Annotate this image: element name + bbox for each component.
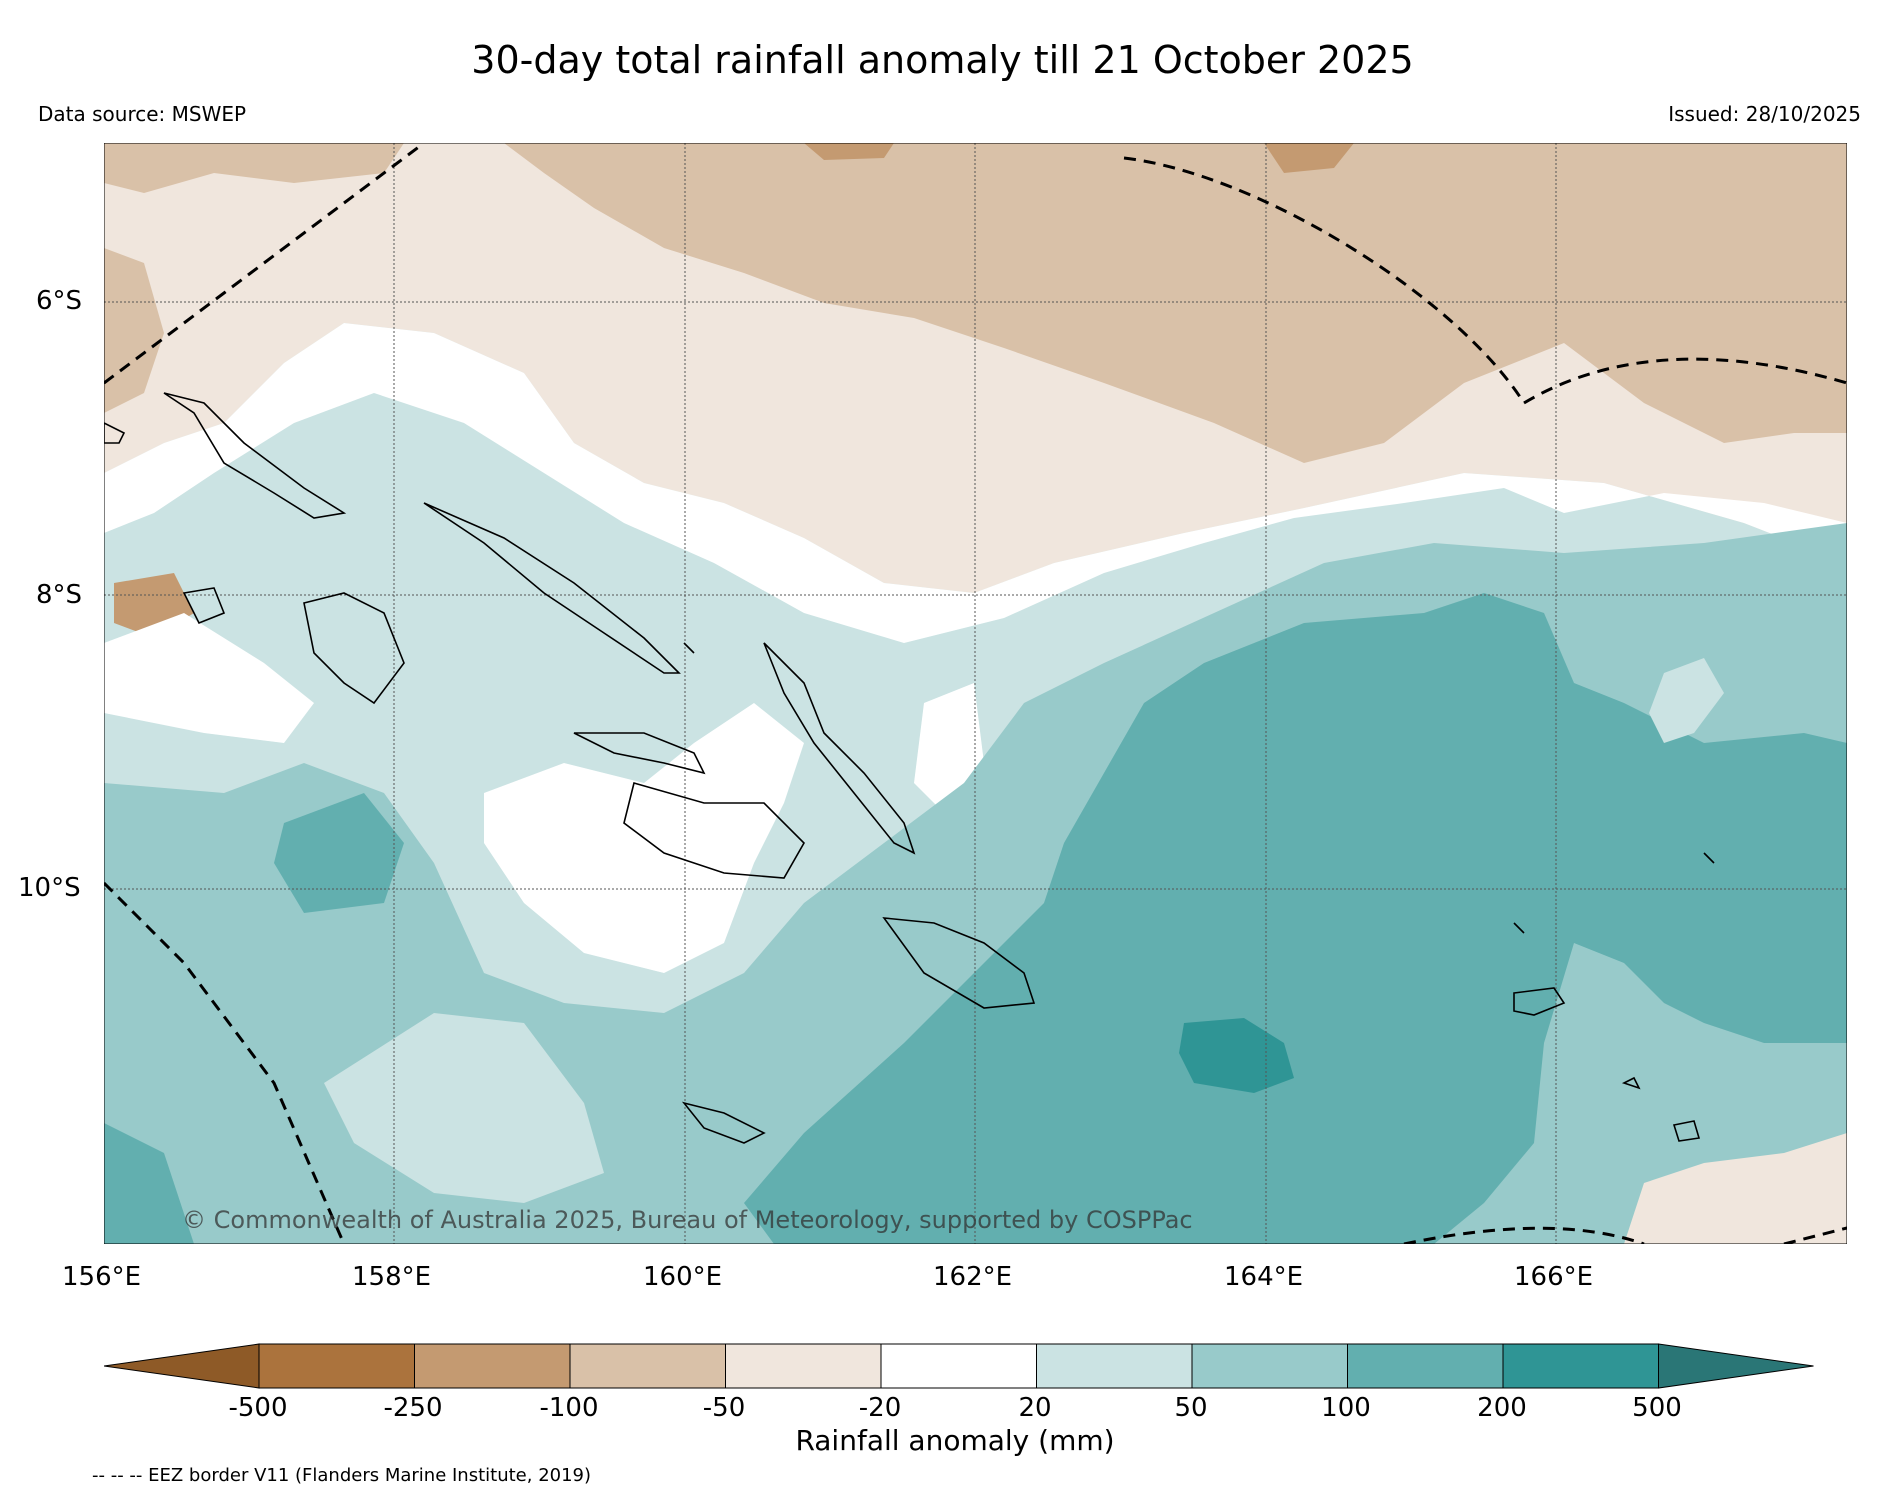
island-new-ireland-tip — [104, 422, 126, 444]
colorbar-tick: 20 — [1018, 1393, 1052, 1423]
colorbar-segment — [1347, 1343, 1504, 1389]
colorbar-segment — [569, 1343, 726, 1389]
colorbar-tick: -250 — [383, 1393, 443, 1423]
island-bougainville — [163, 392, 347, 519]
colorbar-tick: -500 — [228, 1393, 288, 1423]
island-guadalcanal — [623, 782, 805, 879]
colorbar-extend-high — [1658, 1343, 1814, 1389]
issued-date-label: Issued: 28/10/2025 — [1668, 102, 1861, 126]
island-isabel — [573, 732, 706, 775]
island-ontong — [683, 642, 695, 654]
island-makira — [882, 917, 1036, 1009]
rainfall-anomaly-map: © Commonwealth of Australia 2025, Bureau… — [104, 143, 1847, 1244]
colorbar-segment — [414, 1343, 571, 1389]
colorbar-tick: -100 — [539, 1393, 599, 1423]
anomaly-zone-wet-strong-west — [274, 793, 404, 913]
eez-border-lines — [104, 143, 1847, 1244]
island-new-georgia — [303, 592, 405, 705]
anomaly-zone-wet-light-east — [1649, 658, 1724, 743]
colorbar-segment — [880, 1343, 1037, 1389]
graticule — [104, 143, 1847, 1244]
colorbar-segment — [725, 1343, 882, 1389]
colorbar-segment — [1036, 1343, 1193, 1389]
lon-label-158e: 158°E — [352, 1262, 432, 1292]
colorbar-tick: 200 — [1477, 1393, 1527, 1423]
lon-label-166e: 166°E — [1514, 1262, 1594, 1292]
colorbar-segment — [1191, 1343, 1348, 1389]
lon-label-164e: 164°E — [1224, 1262, 1304, 1292]
anomaly-zone-dry-nw — [104, 143, 404, 193]
island-small-3 — [1703, 852, 1715, 864]
island-rennell — [681, 1101, 766, 1144]
lon-label-162e: 162°E — [933, 1262, 1013, 1292]
colorbar-tick: -20 — [858, 1393, 902, 1423]
coastlines — [104, 392, 1715, 1144]
anomaly-zone-dry-light-se — [1624, 1133, 1847, 1244]
island-malaita — [763, 642, 916, 855]
island-choiseul — [423, 502, 681, 674]
colorbar-tick: 100 — [1321, 1393, 1371, 1423]
island-vanikoro — [1672, 1120, 1701, 1142]
island-santa-cruz — [1513, 987, 1566, 1016]
island-small-1 — [1621, 1076, 1641, 1090]
anomaly-zone-dry-west — [104, 248, 164, 413]
anomaly-zone-neutral-band — [104, 323, 1847, 643]
anomaly-zone-dry-north — [504, 143, 1847, 463]
colorbar-segment — [258, 1343, 415, 1389]
lon-label-160e: 160°E — [643, 1262, 723, 1292]
copyright-notice: © Commonwealth of Australia 2025, Bureau… — [182, 1206, 1193, 1234]
island-small-2 — [1513, 922, 1525, 934]
colorbar-segment — [1502, 1343, 1659, 1389]
colorbar-tick: 50 — [1174, 1393, 1208, 1423]
lat-label-6s: 6°S — [36, 286, 83, 316]
anomaly-zone-dry-strong-patch-2 — [1264, 143, 1354, 173]
lon-label-156e: 156°E — [62, 1262, 142, 1292]
lat-label-10s: 10°S — [18, 873, 81, 903]
lat-label-8s: 8°S — [36, 580, 83, 610]
anomaly-zone-wet-strong-sw — [104, 1123, 194, 1244]
data-source-label: Data source: MSWEP — [38, 102, 247, 126]
colorbar-tick: 500 — [1632, 1393, 1682, 1423]
island-shortlands — [182, 587, 226, 625]
anomaly-zone-wet-strong — [744, 593, 1847, 1244]
colorbar-extend-low — [104, 1343, 260, 1389]
eez-legend-note: -- -- -- EEZ border V11 (Flanders Marine… — [92, 1465, 592, 1486]
anomaly-zone-dry-strong-patch — [804, 143, 894, 160]
anomaly-zone-neutral-west — [104, 613, 314, 743]
anomaly-zone-wet-very-strong — [1179, 1018, 1294, 1093]
map-title: 30-day total rainfall anomaly till 21 Oc… — [471, 38, 1414, 82]
colorbar-tick: -50 — [702, 1393, 746, 1423]
colorbar — [104, 1343, 1814, 1389]
colorbar-label: Rainfall anomaly (mm) — [795, 1424, 1115, 1457]
